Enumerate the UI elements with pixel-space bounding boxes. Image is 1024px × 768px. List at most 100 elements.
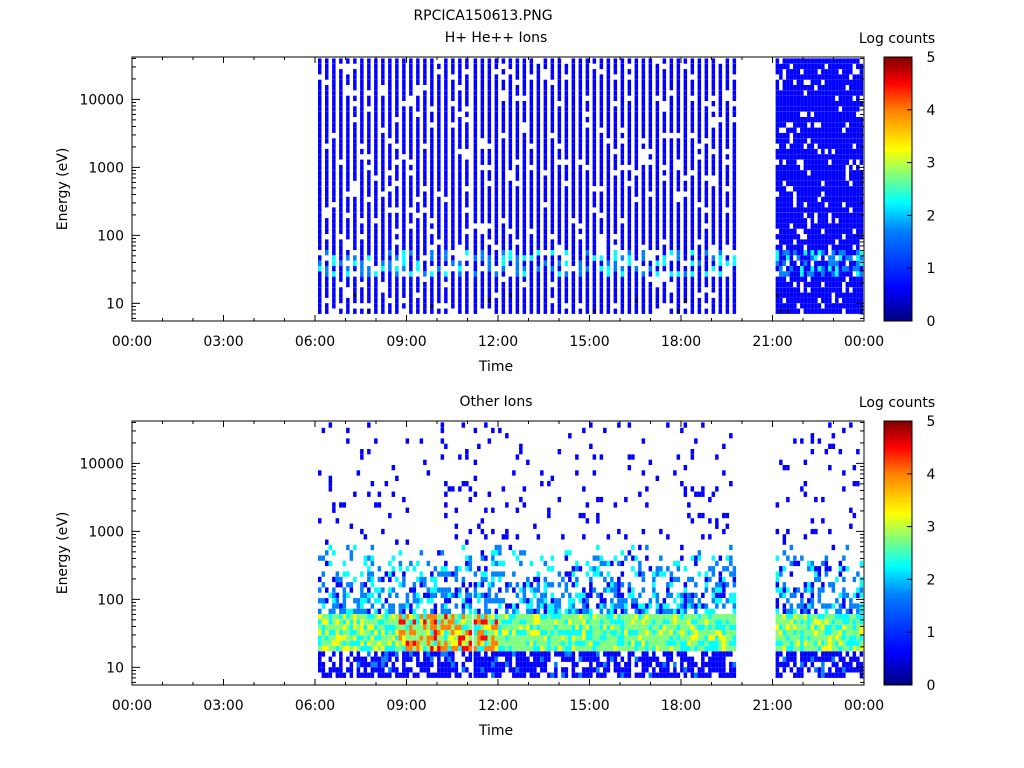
heatmap-cell (817, 186, 822, 192)
heatmap-cell (557, 603, 562, 609)
heatmap-cell (512, 550, 516, 556)
heatmap-cell (346, 228, 350, 234)
heatmap-cell (821, 212, 825, 219)
heatmap-cell (533, 635, 537, 641)
heatmap-cell (803, 74, 808, 80)
heatmap-cell (529, 186, 534, 192)
heatmap-cell (557, 297, 562, 304)
heatmap-cell (732, 111, 737, 117)
heatmap-cell (339, 95, 343, 101)
heatmap-cell (491, 555, 495, 561)
heatmap-cell (842, 276, 846, 282)
heatmap-cell (465, 635, 469, 641)
heatmap-cell (468, 630, 473, 636)
heatmap-cell (395, 186, 399, 192)
heatmap-cell (775, 90, 780, 96)
heatmap-cell (451, 571, 455, 577)
heatmap-cell (437, 101, 441, 107)
heatmap-cell (318, 228, 322, 234)
heatmap-cell (395, 645, 399, 652)
heatmap-cell (522, 582, 527, 588)
heatmap-cell (328, 656, 333, 662)
heatmap-cell (807, 90, 811, 96)
heatmap-cell (458, 207, 462, 213)
heatmap-cell (339, 79, 343, 85)
heatmap-cell (325, 287, 329, 293)
heatmap-cell (550, 592, 555, 598)
heatmap-cell (831, 234, 836, 240)
heatmap-cell (402, 651, 406, 657)
heatmap-cell (447, 619, 452, 625)
heatmap-cell (779, 154, 783, 160)
heatmap-cell (683, 101, 688, 107)
heatmap-cell (377, 592, 382, 598)
heatmap-cell (718, 95, 723, 101)
heatmap-cell (458, 566, 462, 572)
heatmap-cell (683, 90, 688, 96)
heatmap-cell (444, 566, 448, 572)
heatmap-cell (842, 85, 846, 91)
heatmap-cell (416, 148, 420, 155)
heatmap-cell (335, 640, 340, 646)
heatmap-cell (852, 223, 857, 229)
heatmap-cell (339, 218, 343, 224)
heatmap-cell (360, 212, 364, 219)
heatmap-cell (444, 159, 448, 165)
heatmap-cell (508, 603, 513, 609)
heatmap-cell (821, 138, 825, 144)
heatmap-cell (810, 250, 815, 256)
heatmap-cell (540, 656, 544, 662)
heatmap-cell (402, 191, 406, 197)
heatmap-cell (522, 69, 527, 75)
heatmap-cell (620, 303, 625, 309)
heatmap-cell (381, 117, 385, 123)
heatmap-cell (859, 276, 864, 282)
heatmap-cell (775, 260, 780, 266)
heatmap-cell (423, 164, 427, 171)
heatmap-cell (395, 475, 399, 481)
heatmap-cell (547, 630, 551, 636)
heatmap-cell (849, 127, 853, 133)
heatmap-cell (522, 255, 527, 261)
heatmap-cell (550, 180, 555, 187)
heatmap-cell (430, 79, 434, 85)
colorbar-tick-label: 2 (927, 208, 936, 224)
heatmap-cell (430, 287, 434, 293)
heatmap-cell (353, 196, 357, 203)
heatmap-cell (782, 303, 787, 309)
heatmap-cell (529, 148, 534, 155)
heatmap-cell (662, 218, 667, 224)
heatmap-cell (620, 58, 625, 64)
heatmap-cell (395, 539, 399, 545)
heatmap-cell (803, 218, 808, 224)
heatmap-cell (465, 159, 469, 165)
heatmap-cell (491, 528, 495, 535)
heatmap-cell (356, 661, 361, 668)
heatmap-cell (697, 207, 702, 213)
heatmap-cell (451, 297, 455, 304)
heatmap-cell (543, 244, 548, 250)
heatmap-cell (536, 281, 541, 288)
heatmap-cell (732, 63, 737, 70)
heatmap-cell (454, 603, 459, 609)
heatmap-cell (831, 138, 836, 144)
heatmap-cell (480, 95, 485, 101)
heatmap-cell (437, 207, 441, 213)
heatmap-cell (578, 186, 583, 192)
heatmap-cell (718, 297, 723, 304)
heatmap-cell (817, 244, 822, 250)
heatmap-cell (620, 69, 625, 75)
heatmap-cell (711, 127, 716, 133)
heatmap-cell (416, 661, 420, 668)
heatmap-cell (339, 117, 343, 123)
heatmap-cell (444, 292, 448, 298)
heatmap-cell (786, 196, 790, 203)
heatmap-cell (367, 287, 371, 293)
heatmap-cell (437, 630, 441, 636)
heatmap-cell (360, 101, 364, 107)
heatmap-cell (613, 159, 618, 165)
heatmap-cell (824, 101, 829, 107)
heatmap-cell (810, 79, 815, 85)
heatmap-cell (824, 122, 829, 128)
heatmap-cell (845, 266, 850, 272)
